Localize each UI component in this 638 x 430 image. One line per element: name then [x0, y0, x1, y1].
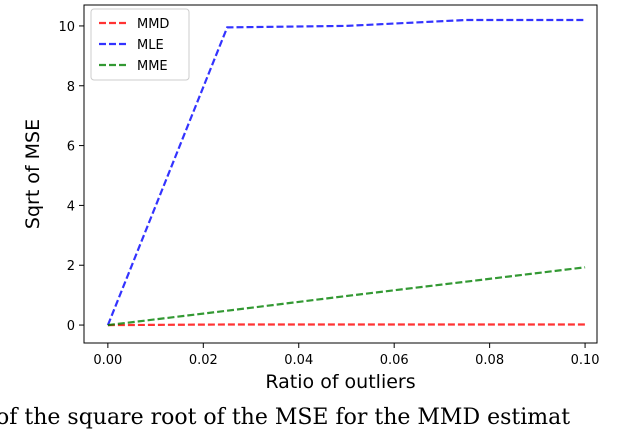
x-tick-label: 0.08: [475, 353, 504, 368]
series-line-mme: [107, 266, 586, 327]
y-tick-label: 8: [67, 80, 75, 95]
legend-label-mle: MLE: [137, 38, 164, 53]
x-tick-label: 0.02: [189, 353, 218, 368]
plot-area: [106, 18, 586, 327]
legend: MMD MLE MME: [90, 8, 190, 81]
legend-box: [90, 8, 190, 81]
y-tick-label: 2: [67, 259, 75, 274]
y-tick-label: 0: [67, 319, 75, 334]
plot-frame: [83, 4, 598, 344]
x-tick-label: 0.04: [284, 353, 313, 368]
x-axis-label: Ratio of outliers: [265, 371, 415, 393]
y-tick-label: 6: [67, 140, 75, 155]
y-tick-label: 10: [58, 20, 75, 35]
series-line-mle: [106, 18, 586, 326]
legend-label-mme: MME: [137, 59, 168, 74]
y-tick-label: 4: [67, 199, 75, 214]
x-tick-label: 0.10: [571, 353, 600, 368]
x-tick-label: 0.00: [93, 353, 122, 368]
figure-caption: of the square root of the MSE for the MM…: [0, 405, 571, 430]
y-axis-label: Sqrt of MSE: [22, 119, 44, 229]
legend-label-mmd: MMD: [137, 17, 169, 32]
axes: 0.00 0.02 0.04 0.06 0.08 0.10 0 2 4 6 8 10 Ratio of …: [22, 4, 600, 393]
series-line-mmd: [107, 323, 586, 327]
x-tick-label: 0.06: [380, 353, 409, 368]
